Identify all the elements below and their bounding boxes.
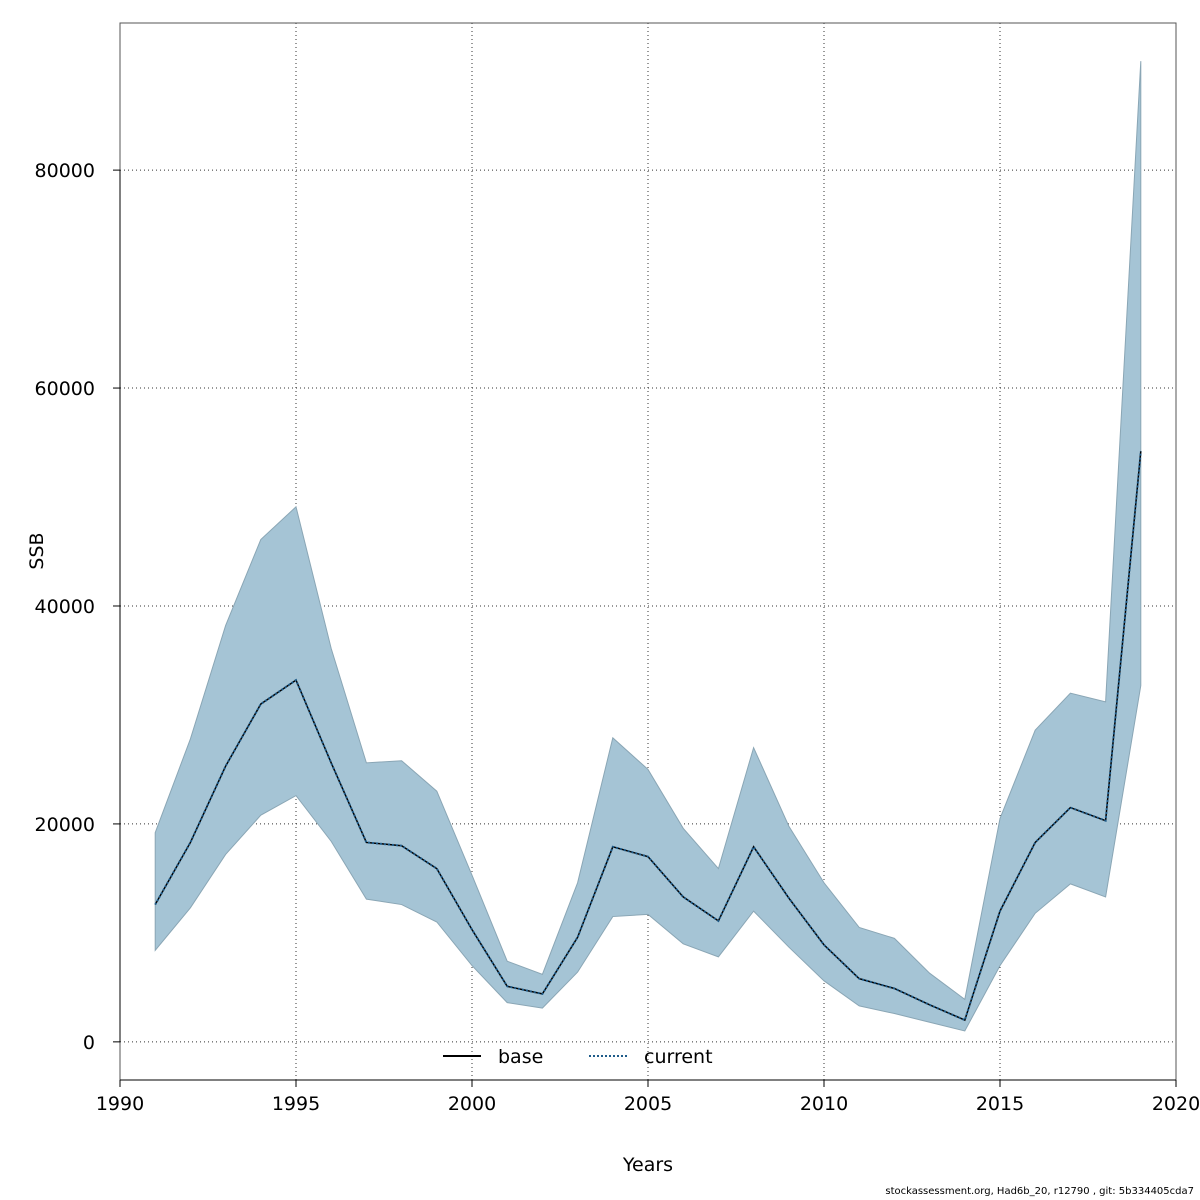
y-tick-label: 80000 [35,160,95,182]
footer-note: stockassessment.org, Had6b_20, r12790 , … [885,1186,1194,1197]
x-tick-label: 1990 [96,1093,144,1115]
x-tick-label: 2020 [1152,1093,1200,1115]
legend-label-base: base [498,1046,543,1068]
y-tick-label: 40000 [35,596,95,618]
x-tick-label: 2010 [800,1093,848,1115]
y-tick-label: 0 [83,1032,95,1054]
series-line-current [154,451,1142,1022]
y-axis: 0 20000 40000 60000 80000 [35,160,121,1054]
x-tick-label: 2005 [624,1093,672,1115]
confidence-band [154,61,1142,1032]
x-axis-title: Years [622,1154,673,1176]
x-tick-label: 2015 [976,1093,1024,1115]
x-tick-label: 2000 [448,1093,496,1115]
x-axis: 1990 1995 2000 2005 2010 2015 2020 [96,1079,1200,1115]
y-tick-label: 20000 [35,814,95,836]
series-lines-layer [154,451,1142,1022]
legend-label-current: current [644,1046,713,1068]
y-tick-label: 60000 [35,378,95,400]
legend: base current [443,1046,713,1068]
x-tick-label: 1995 [272,1093,320,1115]
y-axis-title: SSB [26,532,48,569]
confidence-band-layer [154,61,1142,1032]
